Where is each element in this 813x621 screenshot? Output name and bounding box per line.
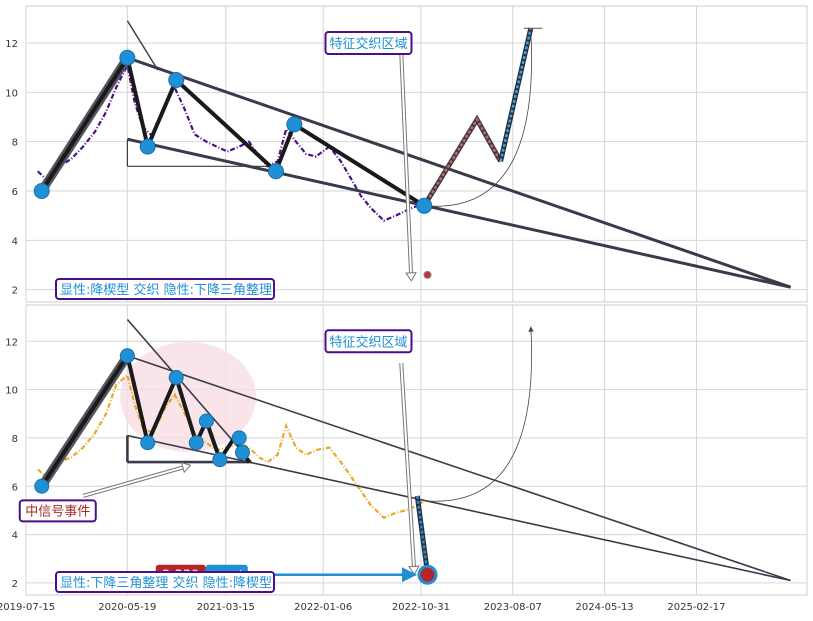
x-tick-label: 2024-05-13 xyxy=(576,602,634,613)
plot-frame xyxy=(25,5,808,303)
event-box-frame xyxy=(18,499,97,523)
pattern-point-marker xyxy=(168,370,184,385)
target-dot xyxy=(423,270,432,279)
projection-dash-leg xyxy=(499,27,533,162)
annotation-box-text: 特征交织区域 xyxy=(329,36,407,52)
x-tick-label: 2020-05-19 xyxy=(98,602,156,613)
pattern-point-marker xyxy=(140,435,156,451)
pattern-point-marker xyxy=(286,116,303,133)
trend-line xyxy=(126,318,252,463)
y-tick-label: 4 xyxy=(12,236,18,247)
hollow-arrow-fill xyxy=(400,362,416,569)
pattern-point-marker xyxy=(168,72,185,88)
y-tick-label: 10 xyxy=(5,386,18,397)
x-tick-label: 2019-07-15 xyxy=(0,602,55,613)
pattern-label-text: 显性:下降三角整理 交织 隐性:降楔型 xyxy=(60,575,272,591)
dash-leg xyxy=(416,495,429,574)
hollow-arrow-fill xyxy=(82,465,186,497)
y-tick-label: 4 xyxy=(12,531,18,542)
pattern-label-frame xyxy=(55,571,275,593)
pattern-point-marker xyxy=(212,452,228,468)
curve-arc xyxy=(424,30,532,207)
y-tick-label: 8 xyxy=(12,434,18,445)
annotation-box-text: 特征交织区域 xyxy=(329,334,407,350)
hollow-arrow-head xyxy=(180,461,192,474)
pattern-label-frame xyxy=(55,278,275,300)
trend-line xyxy=(127,137,791,289)
x-tick-label: 2023-08-07 xyxy=(484,602,542,613)
x-tick-label: 2025-02-17 xyxy=(667,602,725,613)
annotation-box-frame xyxy=(324,31,413,55)
y-tick-label: 8 xyxy=(12,138,18,149)
target-marker xyxy=(417,564,438,585)
pattern-point-marker xyxy=(119,49,136,66)
y-tick-label: 2 xyxy=(12,579,18,590)
y-tick-label: 2 xyxy=(12,286,18,297)
pattern-point-marker xyxy=(234,444,250,460)
y-tick-label: 10 xyxy=(5,88,18,99)
hollow-arrow-fill xyxy=(400,52,413,275)
pattern-label-text: 显性:降楔型 交织 隐性:下降三角整理 xyxy=(60,282,272,298)
x-tick-label: 2022-10-31 xyxy=(392,602,450,613)
plot-frame xyxy=(25,304,808,596)
bottom-panel: 246810122.339arget特征交织区域中信号事件显性:下降三角整理 交… xyxy=(5,304,808,596)
y-tick-label: 6 xyxy=(12,187,18,198)
pattern-point-marker xyxy=(34,478,50,494)
trend-line xyxy=(127,434,791,582)
pattern-point-marker xyxy=(188,435,204,451)
price-series-line xyxy=(37,373,425,519)
pattern-point-marker xyxy=(416,197,433,214)
event-box-text: 中信号事件 xyxy=(25,504,90,519)
pattern-point-marker xyxy=(119,348,135,364)
y-tick-label: 12 xyxy=(5,39,18,50)
upper-guide-line xyxy=(126,20,159,71)
x-axis: 2019-07-15 2020-05-19 2021-03-15 2022-01-06… xyxy=(0,602,726,613)
x-tick-label: 2022-01-06 xyxy=(294,602,352,613)
pattern-point-marker xyxy=(198,413,214,429)
pattern-point-marker xyxy=(267,163,284,180)
projection-up-leg xyxy=(423,117,502,207)
pattern-point-marker xyxy=(139,138,156,155)
price-series-line xyxy=(37,61,425,222)
hollow-arrow-head xyxy=(405,272,417,282)
curve-arc xyxy=(424,326,534,502)
annotation-box-frame xyxy=(324,329,413,354)
y-tick-label: 6 xyxy=(12,482,18,493)
pattern-point-marker xyxy=(33,183,50,199)
x-tick-label: 2021-03-15 xyxy=(197,602,255,613)
y-tick-label: 12 xyxy=(5,337,18,348)
trend-line xyxy=(126,56,792,289)
pattern-point-marker xyxy=(231,430,247,446)
trend-line xyxy=(127,355,791,582)
